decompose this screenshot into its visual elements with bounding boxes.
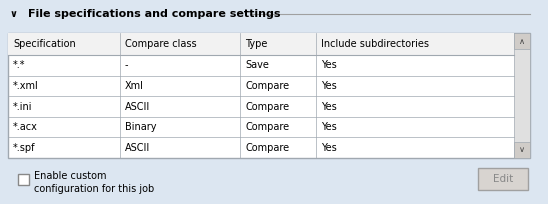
Bar [478,168,528,190]
Text: ∨: ∨ [519,145,525,154]
Text: Compare: Compare [245,102,289,112]
Bar [514,33,530,158]
Text: Specification: Specification [13,39,76,49]
Bar [514,33,530,49]
Text: ∧: ∧ [519,37,525,45]
Bar [18,174,29,185]
Text: Enable custom
configuration for this job: Enable custom configuration for this job [34,171,154,194]
Text: Yes: Yes [321,102,337,112]
Text: Compare class: Compare class [125,39,197,49]
Text: Yes: Yes [321,143,337,153]
Text: Binary: Binary [125,122,157,132]
Text: *.acx: *.acx [13,122,38,132]
Text: *.spf: *.spf [13,143,36,153]
Text: ASCII: ASCII [125,102,150,112]
Text: ∨: ∨ [10,9,18,19]
Text: Yes: Yes [321,81,337,91]
Text: *.*: *.* [13,60,26,70]
Text: *.ini: *.ini [13,102,32,112]
Bar [8,33,530,158]
Text: Type: Type [245,39,267,49]
Bar [8,33,514,55]
Text: Xml: Xml [125,81,144,91]
Text: Yes: Yes [321,60,337,70]
Bar [514,142,530,158]
Text: File specifications and compare settings: File specifications and compare settings [28,9,281,19]
Text: Yes: Yes [321,122,337,132]
Text: *.xml: *.xml [13,81,39,91]
Text: -: - [125,60,128,70]
Text: Edit: Edit [493,174,513,184]
Text: Include subdirectories: Include subdirectories [321,39,429,49]
Text: ASCII: ASCII [125,143,150,153]
Text: Save: Save [245,60,269,70]
Text: Compare: Compare [245,122,289,132]
Text: Compare: Compare [245,81,289,91]
Text: Compare: Compare [245,143,289,153]
